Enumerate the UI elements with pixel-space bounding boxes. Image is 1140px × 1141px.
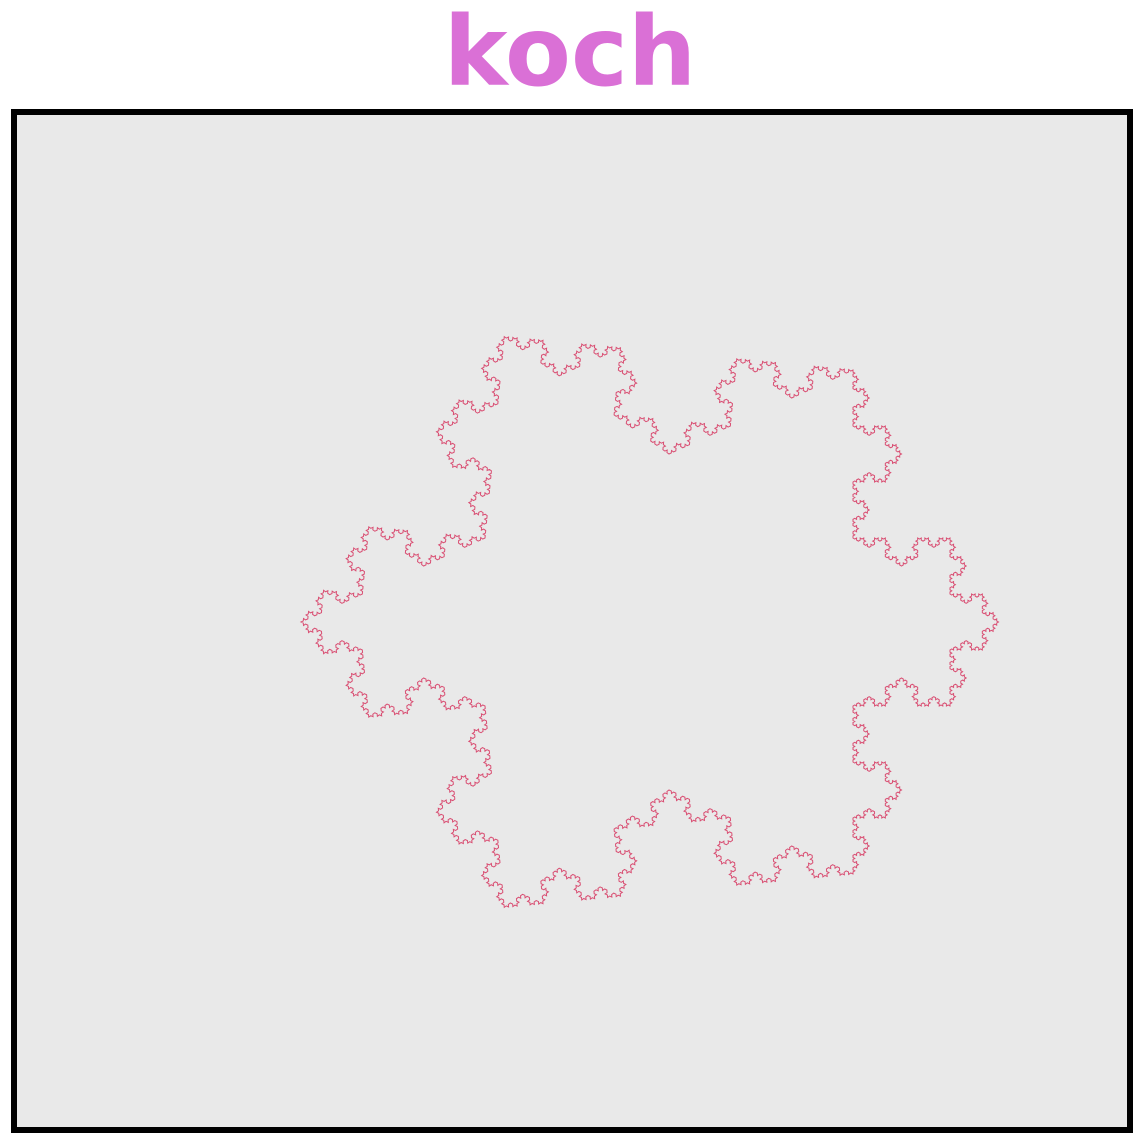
koch-snowflake-canvas <box>17 115 1127 1127</box>
koch-curve <box>299 335 1000 909</box>
figure-title: koch <box>443 0 697 108</box>
plot-background <box>17 115 1127 1127</box>
plot-frame <box>11 109 1133 1133</box>
